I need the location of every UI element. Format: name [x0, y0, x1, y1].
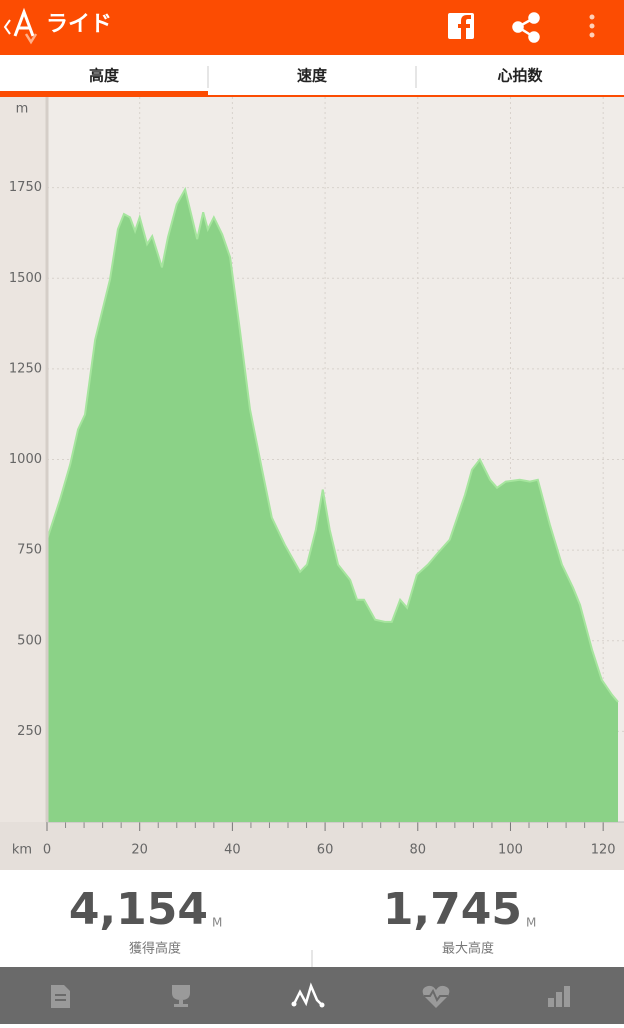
tab[interactable]: 心拍数	[497, 67, 543, 85]
elevation-area	[47, 189, 618, 822]
page-title: ライド	[46, 12, 112, 37]
tab[interactable]: 高度	[89, 67, 120, 85]
stat-value: 4,154	[69, 884, 208, 935]
menu-button[interactable]	[589, 14, 595, 38]
nav-health[interactable]	[422, 985, 450, 1008]
nav-trophy[interactable]	[172, 985, 190, 1007]
stat-unit: M	[212, 916, 222, 930]
y-tick-label: 750	[17, 543, 42, 558]
x-unit: km	[12, 843, 32, 858]
y-tick-label: 1500	[9, 271, 42, 286]
bottom-nav	[0, 967, 624, 1024]
nav-feed[interactable]	[51, 985, 70, 1008]
back-button[interactable]	[3, 7, 38, 45]
x-axis-strip	[0, 822, 624, 870]
tab-label[interactable]: 心拍数	[497, 67, 543, 85]
tab-label[interactable]: 速度	[297, 67, 328, 85]
tab[interactable]: 速度	[297, 67, 328, 85]
x-tick-label: 20	[131, 843, 148, 858]
y-unit: m	[16, 102, 29, 117]
stat-unit: M	[526, 916, 536, 930]
y-tick-label: 1250	[9, 361, 42, 376]
y-tick-label: 1000	[9, 452, 42, 467]
active-tab-indicator	[0, 91, 208, 96]
nav-chart[interactable]	[291, 982, 325, 1008]
elevation-line	[46, 186, 619, 703]
y-tick-label: 1750	[9, 180, 42, 195]
stat-value: 1,745	[383, 884, 522, 935]
x-tick-label: 0	[43, 843, 51, 858]
stat-label: 最大高度	[442, 941, 494, 957]
y-tick-label: 500	[17, 633, 42, 648]
share-button[interactable]	[512, 12, 540, 43]
x-tick-label: 80	[410, 843, 427, 858]
x-tick-label: 120	[591, 843, 616, 858]
stat-label: 獲得高度	[129, 941, 181, 957]
elevation-chart: 250 500 750 1000 1250 1500 1750 0 20 40 60 80 100 120	[9, 97, 624, 858]
y-axis-strip	[0, 97, 47, 822]
facebook-button[interactable]	[448, 13, 474, 39]
x-tick-label: 100	[498, 843, 523, 858]
tab-underline	[0, 95, 624, 97]
tab-bar	[0, 55, 624, 97]
y-tick-label: 250	[17, 724, 42, 739]
tab-label[interactable]: 高度	[89, 67, 120, 85]
x-tick-label: 60	[317, 843, 334, 858]
x-tick-label: 40	[224, 843, 241, 858]
nav-stats[interactable]	[548, 986, 570, 1007]
